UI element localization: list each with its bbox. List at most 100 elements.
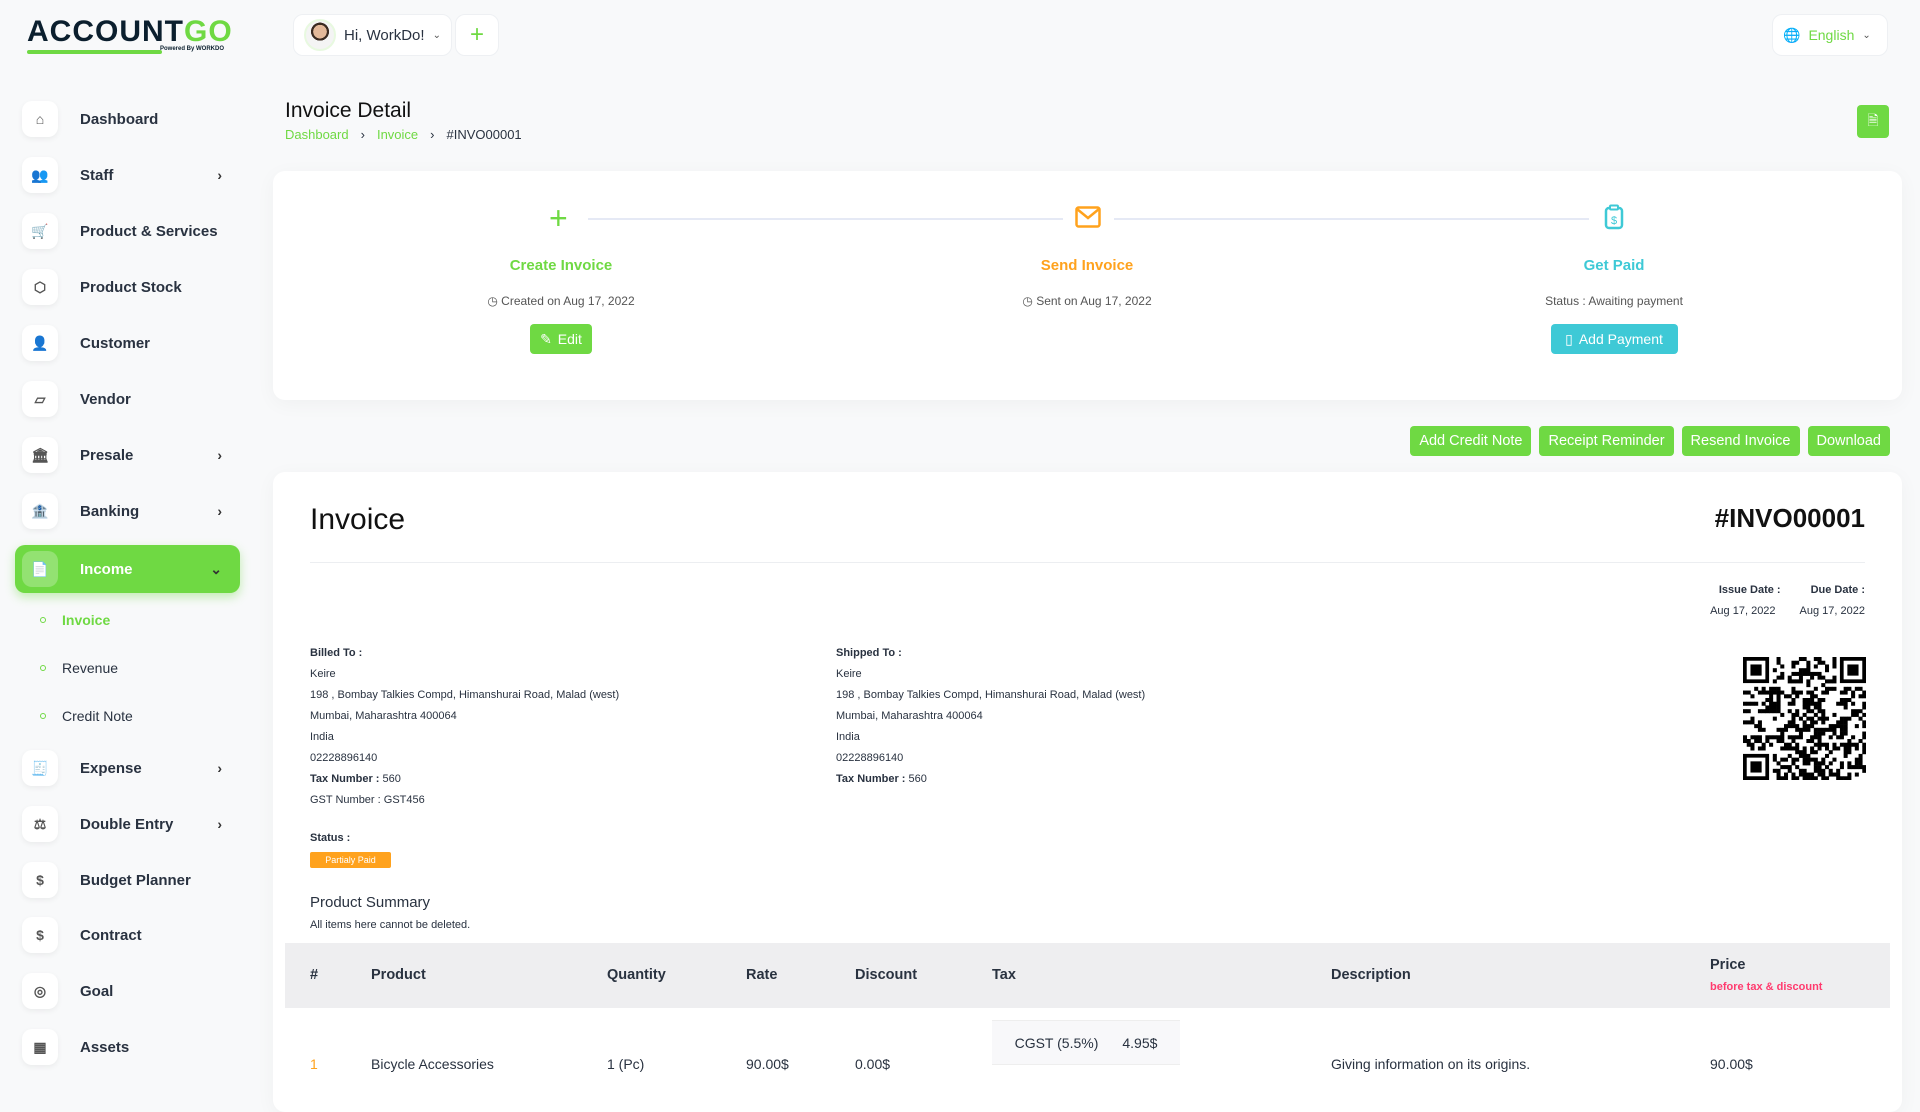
- receipt-icon: 🧾: [22, 750, 58, 786]
- sub-label: Invoice: [62, 612, 111, 628]
- svg-text:$: $: [1611, 215, 1617, 227]
- sidebar-item-goal[interactable]: ◎ Goal: [15, 967, 240, 1015]
- sidebar-item-assets[interactable]: ▦ Assets: [15, 1023, 240, 1071]
- table-cell-discount: 0.00$: [855, 1056, 891, 1072]
- building-icon: 🏛: [22, 437, 58, 473]
- sub-label: Revenue: [62, 660, 119, 676]
- product-summary-note: All items here cannot be deleted.: [310, 919, 471, 931]
- bullet-icon: [40, 617, 46, 623]
- box-icon: ⬡: [22, 269, 58, 305]
- step-get-paid: Get Paid Status : Awaiting payment ▯ Add Pa…: [1464, 257, 1764, 354]
- table-cell-product: Bicycle Accessories: [371, 1056, 494, 1072]
- breadcrumb-dashboard[interactable]: Dashboard: [285, 127, 349, 142]
- sidebar-item-label: Product Stock: [80, 278, 182, 296]
- plus-icon: +: [549, 200, 568, 236]
- sidebar-item-product-stock[interactable]: ⬡ Product Stock: [15, 263, 240, 311]
- file-button[interactable]: 🗎: [1857, 105, 1889, 138]
- sidebar-item-label: Goal: [80, 982, 114, 1000]
- sidebar-sub-invoice[interactable]: Invoice: [40, 612, 110, 628]
- invoice-progress-card: [273, 171, 1902, 400]
- receipt-reminder-button[interactable]: Receipt Reminder: [1539, 426, 1674, 456]
- add-credit-note-button[interactable]: Add Credit Note: [1410, 426, 1532, 456]
- sidebar-item-label: Customer: [80, 334, 151, 352]
- users-icon: 👥: [22, 157, 58, 193]
- step-create-invoice: Create Invoice ◷ Created on Aug 17, 2022 ✎…: [411, 257, 711, 354]
- chevron-down-icon: ⌄: [1862, 29, 1871, 41]
- sidebar-item-expense[interactable]: 🧾 Expense ›: [15, 744, 240, 792]
- table-cell-rate: 90.00$: [746, 1056, 789, 1072]
- bank-icon: 🏦: [22, 493, 58, 529]
- sidebar-item-label: Contract: [80, 926, 142, 944]
- breadcrumb-current: #INVO00001: [446, 127, 522, 142]
- chevron-right-icon: ›: [217, 503, 222, 519]
- chevron-right-icon: ›: [217, 760, 222, 776]
- sidebar-sub-credit-note[interactable]: Credit Note: [40, 708, 133, 724]
- column-header: Rate: [746, 967, 778, 983]
- sidebar-item-staff[interactable]: 👥 Staff ›: [15, 151, 240, 199]
- chevron-down-icon: ⌄: [432, 29, 441, 41]
- coins-icon: $: [22, 917, 58, 953]
- scale-icon: ⚖: [22, 806, 58, 842]
- table-cell-desc: Giving information on its origins.: [1331, 1056, 1531, 1072]
- sidebar-item-customer[interactable]: 👤 Customer: [15, 319, 240, 367]
- tax-cell: CGST (5.5%) 4.95$: [992, 1020, 1180, 1065]
- column-header: Tax: [992, 967, 1016, 983]
- column-header: Description: [1331, 967, 1411, 983]
- sidebar-item-label: Expense: [80, 759, 142, 777]
- clock-icon: ◷: [487, 294, 502, 308]
- sidebar-item-contract[interactable]: $ Contract: [15, 911, 240, 959]
- sidebar-item-product-services[interactable]: 🛒 Product & Services: [15, 207, 240, 255]
- target-icon: ◎: [22, 973, 58, 1009]
- sidebar-item-double-entry[interactable]: ⚖ Double Entry ›: [15, 800, 240, 848]
- invoice-actions: Add Credit Note Receipt Reminder Resend In…: [1410, 426, 1890, 456]
- file-icon: 🗎: [1867, 111, 1879, 128]
- quick-add-button[interactable]: +: [455, 14, 499, 56]
- clipboard-dollar-icon: $: [1604, 204, 1624, 230]
- bullet-icon: [40, 665, 46, 671]
- plus-icon: +: [469, 21, 484, 48]
- breadcrumb: Dashboard › Invoice › #INVO00001: [285, 127, 522, 142]
- sidebar-item-label: Presale: [80, 446, 134, 464]
- add-payment-button[interactable]: ▯ Add Payment: [1550, 324, 1678, 354]
- sidebar-item-income[interactable]: 📄 Income ⌄: [15, 545, 240, 593]
- table-cell-price: 90.00$: [1710, 1056, 1753, 1072]
- edit-button[interactable]: ✎ Edit: [530, 324, 592, 354]
- chevron-down-icon: ⌄: [210, 560, 222, 577]
- table-cell-qty: 1 (Pc): [607, 1056, 645, 1072]
- invoice-heading: Invoice: [310, 503, 406, 536]
- sidebar-item-dashboard[interactable]: ⌂ Dashboard: [15, 95, 240, 143]
- accountgo-logo: ACCOUNTGO Powered By WORKDO: [27, 15, 233, 54]
- user-menu[interactable]: Hi, WorkDo! ⌄: [293, 14, 452, 56]
- user-plus-icon: 👤: [22, 325, 58, 361]
- breadcrumb-invoice[interactable]: Invoice: [376, 127, 419, 142]
- table-cell-n: 1: [310, 1056, 318, 1072]
- cart-icon: 🛒: [22, 213, 58, 249]
- file-invoice-icon: 📄: [22, 551, 58, 587]
- sidebar-item-label: Staff: [80, 166, 114, 184]
- sidebar-item-label: Product & Services: [80, 222, 218, 240]
- resend-invoice-button[interactable]: Resend Invoice: [1681, 426, 1800, 456]
- column-header: Discount: [855, 967, 918, 983]
- sidebar-item-banking[interactable]: 🏦 Banking ›: [15, 487, 240, 535]
- chevron-right-icon: ›: [217, 816, 222, 832]
- sidebar-item-label: Dashboard: [80, 110, 159, 128]
- sidebar-sub-revenue[interactable]: Revenue: [40, 660, 118, 676]
- bullet-icon: [40, 713, 46, 719]
- status-badge: Partialy Paid: [310, 852, 391, 868]
- billed-to: Billed To : Keire 198 , Bombay Talkies Co…: [310, 647, 620, 806]
- sidebar-item-presale[interactable]: 🏛 Presale ›: [15, 431, 240, 479]
- column-header: Price: [1710, 957, 1746, 973]
- language-selector[interactable]: 🌐 English ⌄: [1772, 14, 1888, 56]
- sidebar-item-budget-planner[interactable]: $ Budget Planner: [15, 856, 240, 904]
- product-summary-title: Product Summary: [310, 894, 431, 911]
- page-title: Invoice Detail: [285, 99, 412, 122]
- invoice-dates: Issue Date : Due Date : Aug 17, 2022 Aug 1…: [1710, 584, 1865, 617]
- chevron-right-icon: ›: [217, 167, 222, 183]
- qr-code: [1743, 657, 1866, 780]
- download-button[interactable]: Download: [1807, 426, 1890, 456]
- divider: [310, 562, 1865, 563]
- status-label: Status :: [310, 832, 351, 844]
- language-label: English: [1808, 27, 1855, 43]
- mail-icon: [1075, 206, 1101, 228]
- sidebar-item-vendor[interactable]: ▱ Vendor: [15, 375, 240, 423]
